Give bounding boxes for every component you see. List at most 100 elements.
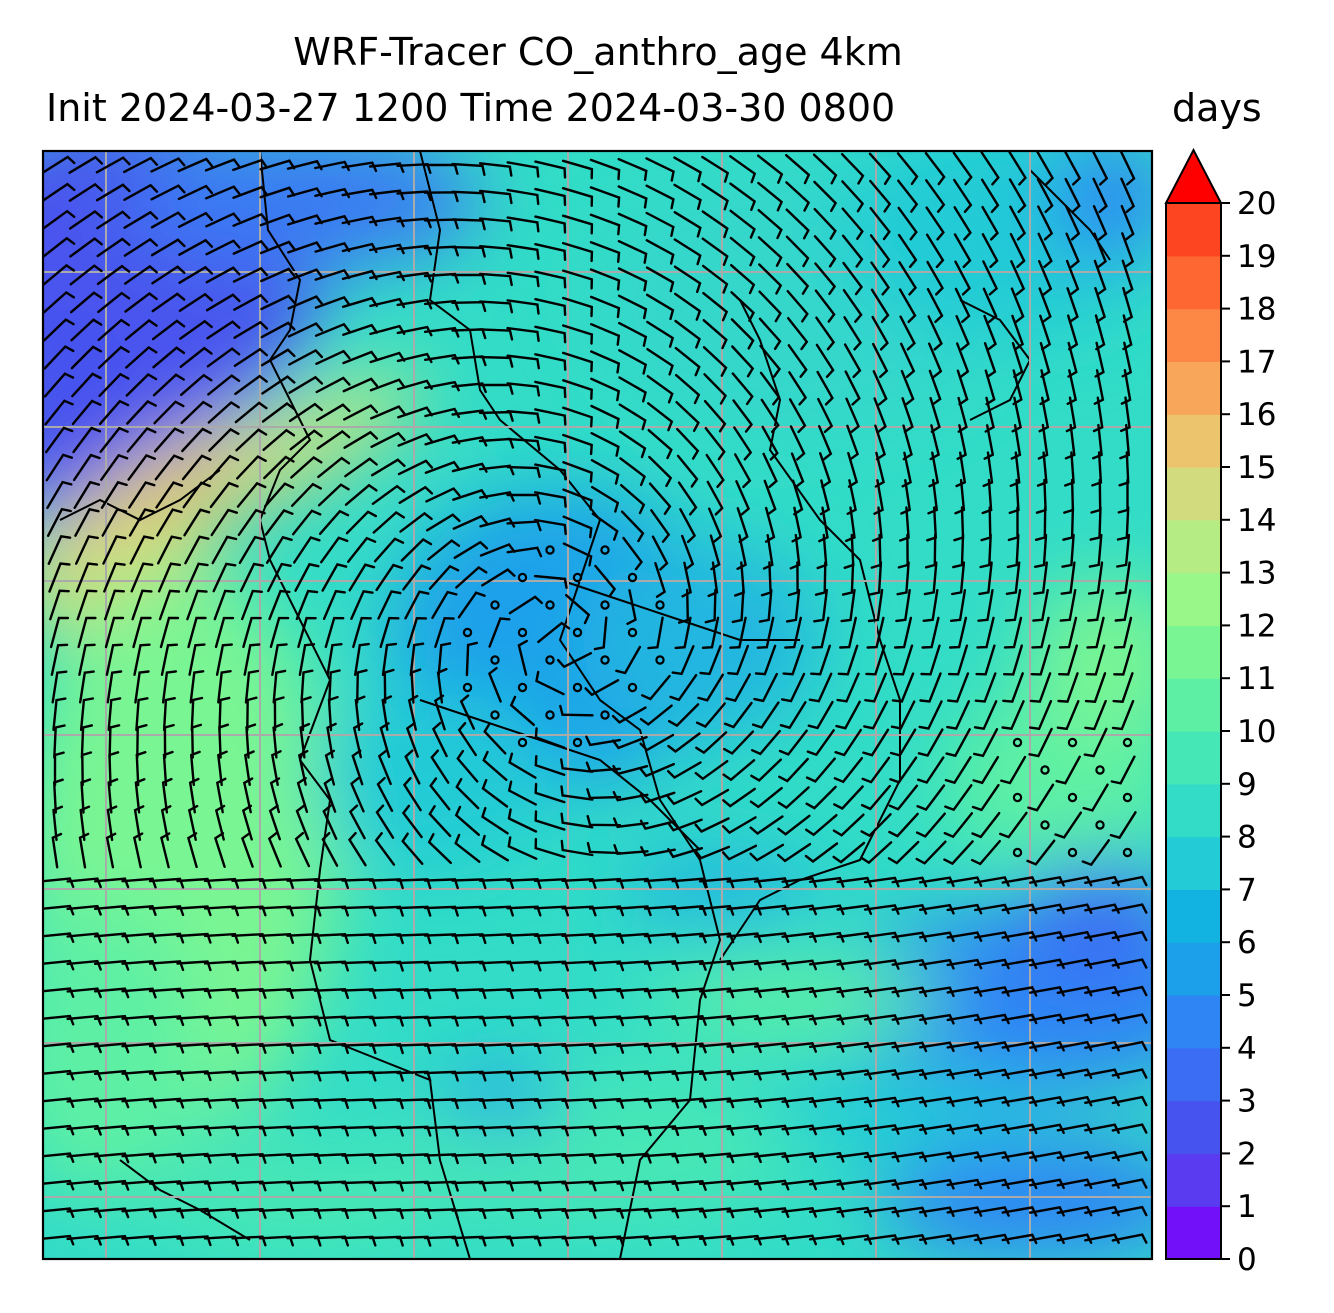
wind-barb	[43, 1042, 75, 1053]
wind-barb	[919, 1233, 955, 1245]
wind-barb	[100, 453, 129, 481]
wind-barb	[891, 1068, 928, 1080]
wind-barb	[920, 644, 941, 676]
wind-barb	[900, 342, 916, 379]
wind-barb	[616, 1235, 652, 1247]
wind-barb	[925, 233, 945, 269]
wind-barb	[124, 318, 158, 341]
wind-barb	[698, 904, 735, 916]
wind-barb	[758, 588, 773, 623]
wind-barb	[729, 182, 757, 211]
wind-barb	[295, 804, 310, 841]
wind-barb	[617, 240, 648, 264]
wind-barb	[1092, 423, 1103, 460]
wind-barb	[753, 1069, 790, 1081]
wind-barb	[66, 1124, 102, 1136]
wind-barb	[928, 451, 940, 488]
wind-barb	[1031, 616, 1050, 649]
wind-barb	[1039, 314, 1052, 351]
wind-barb	[891, 958, 928, 970]
wind-barb	[915, 812, 946, 838]
wind-barb	[946, 1013, 983, 1025]
wind-barb	[341, 188, 378, 200]
wind-barb	[383, 668, 395, 704]
wind-barb	[782, 644, 804, 676]
wind-barb	[819, 452, 832, 488]
wind-barb	[863, 904, 900, 915]
calm-marker	[462, 627, 473, 638]
colorbar-segment	[1166, 889, 1221, 943]
wind-barb	[1057, 672, 1079, 703]
wind-barb	[43, 959, 75, 971]
wind-barb	[260, 321, 296, 339]
wind-barb	[71, 372, 102, 398]
calm-marker	[1040, 820, 1050, 830]
wind-barb	[955, 451, 967, 488]
colorbar-segment	[1166, 572, 1221, 626]
wind-barb	[101, 508, 128, 537]
wind-barb	[562, 351, 594, 373]
wind-barb	[328, 669, 341, 704]
wind-barb	[183, 508, 211, 537]
wind-barb	[124, 291, 158, 313]
wind-barb	[648, 482, 672, 515]
wind-barb	[676, 427, 700, 460]
wind-barb	[286, 988, 322, 1000]
wind-barb	[1066, 287, 1079, 323]
wind-barb	[562, 269, 594, 290]
wind-barb	[66, 959, 102, 971]
wind-barb	[294, 562, 320, 592]
wind-barb	[726, 959, 762, 971]
wind-barb	[180, 373, 213, 396]
wind-barb	[152, 346, 186, 369]
wind-barb	[506, 933, 542, 944]
wind-barb	[1119, 151, 1136, 186]
wind-barb	[789, 533, 801, 570]
wind-barb	[698, 1014, 735, 1026]
wind-barb	[753, 904, 790, 916]
calm-marker	[1095, 765, 1105, 775]
wind-barb	[673, 211, 702, 238]
wind-barb	[588, 1097, 625, 1109]
wind-barb	[589, 158, 621, 181]
wind-barb	[260, 267, 296, 283]
wind-barb	[981, 205, 999, 241]
wind-barb	[694, 788, 730, 807]
wind-barb	[804, 842, 839, 864]
wind-barb	[148, 1125, 185, 1137]
wind-barb	[836, 672, 860, 703]
wind-barb	[203, 960, 240, 972]
wind-barb	[1036, 178, 1054, 214]
wind-barb	[43, 1014, 75, 1026]
wind-barb	[244, 669, 260, 704]
calm-marker	[490, 655, 500, 665]
wind-barb	[326, 722, 337, 759]
wind-barb	[723, 701, 753, 729]
wind-barb	[75, 535, 99, 565]
wind-barb	[93, 1179, 130, 1191]
wind-barb	[487, 666, 502, 703]
wind-barb	[949, 589, 967, 622]
colorbar-tick-label: 16	[1237, 397, 1276, 433]
wind-barb	[946, 931, 983, 942]
wind-barb	[560, 785, 594, 801]
calm-marker	[1067, 847, 1078, 858]
wind-barb	[917, 756, 945, 784]
wind-barb	[402, 564, 432, 591]
wind-barb	[507, 808, 538, 833]
wind-barb	[49, 616, 70, 649]
wind-barb	[533, 1042, 569, 1054]
wind-barb	[948, 616, 968, 649]
wind-barb	[286, 1098, 322, 1110]
wind-barb	[52, 778, 64, 814]
wind-barb	[231, 1097, 267, 1109]
wind-barb	[121, 1235, 157, 1246]
wind-barb	[235, 428, 268, 452]
wind-barb	[533, 1180, 569, 1192]
wind-barb	[616, 1207, 652, 1219]
wind-barb	[918, 700, 943, 730]
wind-barb	[681, 561, 692, 598]
wind-barb	[314, 295, 351, 309]
wind-barb	[749, 843, 785, 862]
